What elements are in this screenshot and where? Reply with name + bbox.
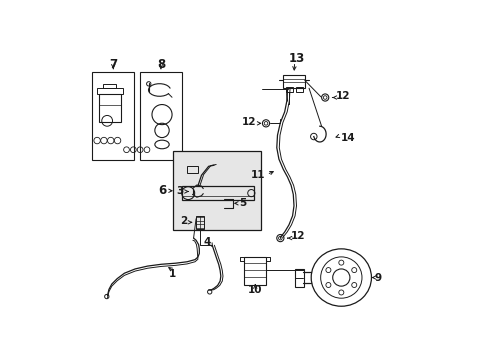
Bar: [103, 84, 116, 89]
Text: 12: 12: [290, 231, 305, 241]
Bar: [285, 87, 293, 93]
Text: 10: 10: [247, 285, 262, 296]
Bar: [97, 89, 122, 94]
Text: 6: 6: [158, 184, 166, 197]
Text: 1: 1: [169, 269, 176, 279]
Bar: [295, 87, 303, 93]
Bar: [244, 257, 265, 285]
Bar: [92, 72, 134, 160]
Text: 12: 12: [241, 117, 255, 127]
Bar: [295, 269, 304, 287]
Bar: [99, 94, 121, 122]
Text: 3: 3: [176, 186, 183, 196]
Text: 7: 7: [109, 58, 117, 71]
Bar: [283, 75, 304, 88]
Text: 2: 2: [180, 216, 187, 226]
Text: 8: 8: [157, 58, 165, 71]
Text: 12: 12: [335, 91, 350, 101]
Text: 11: 11: [250, 170, 265, 180]
Bar: [196, 216, 203, 229]
Bar: [182, 186, 254, 200]
Bar: [140, 72, 182, 160]
Bar: [187, 166, 198, 174]
Bar: [172, 151, 260, 230]
Text: 9: 9: [373, 273, 381, 283]
Text: 5: 5: [239, 198, 246, 208]
Text: 13: 13: [288, 52, 305, 65]
Text: 14: 14: [340, 133, 354, 143]
Text: 4: 4: [203, 237, 210, 247]
